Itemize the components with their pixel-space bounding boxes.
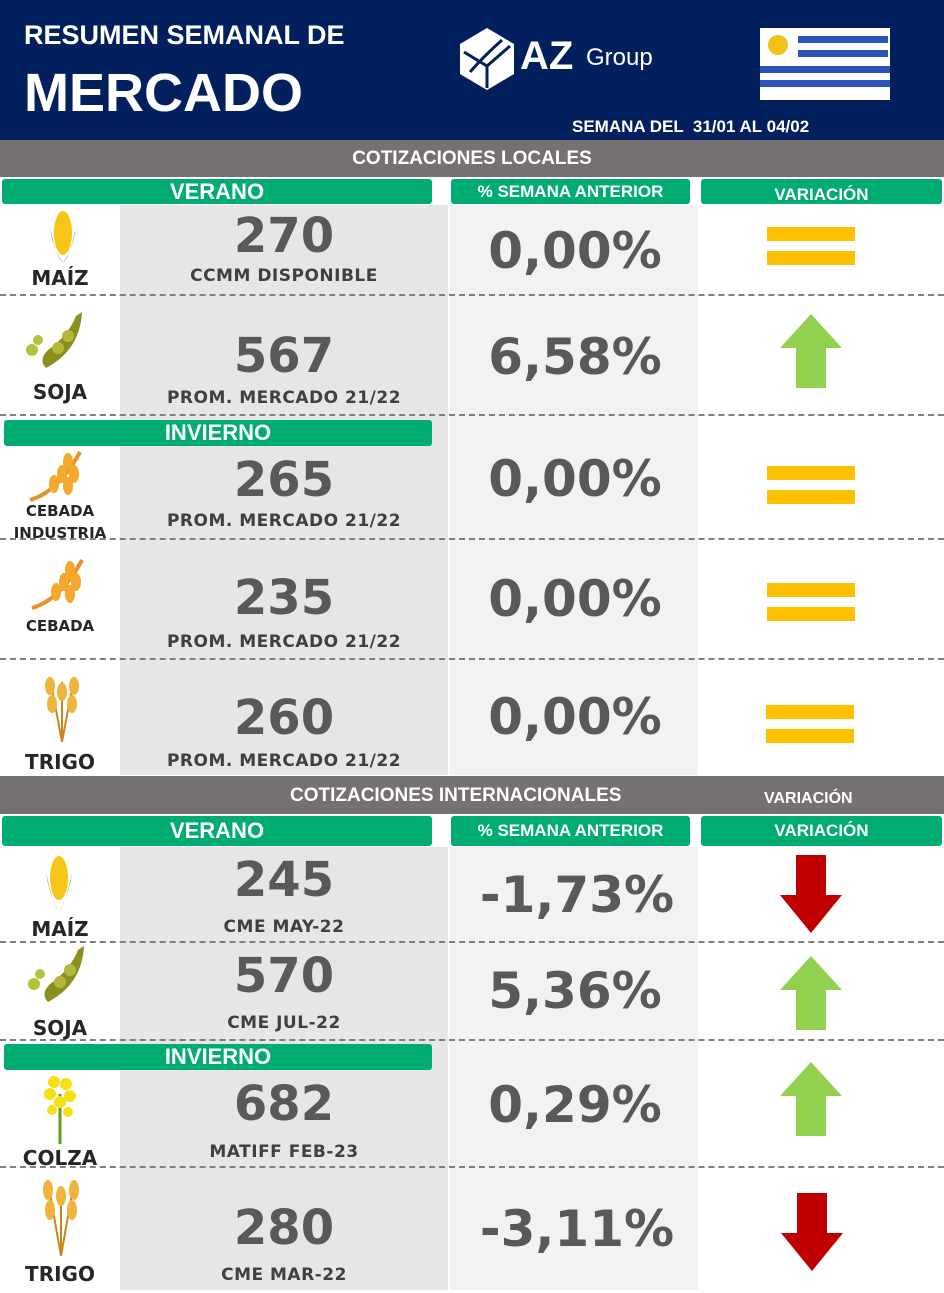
section-international-title: COTIZACIONES INTERNACIONALES VARIACIÓN: [0, 776, 944, 814]
pct-change: -3,11%: [479, 1200, 675, 1258]
pct-change: -1,73%: [479, 866, 675, 924]
row-divider: [0, 1166, 944, 1168]
row-divider: [0, 1039, 944, 1041]
pct-column: [450, 205, 698, 775]
row-divider: [0, 538, 944, 540]
row-divider: [0, 658, 944, 660]
pct-header: % SEMANA ANTERIOR: [451, 816, 690, 846]
az-logo-icon: [460, 28, 514, 90]
arrow-up-icon: [780, 956, 842, 1030]
price-value: 260: [233, 690, 335, 746]
corn-icon: [50, 211, 76, 263]
row-divider: [0, 414, 944, 416]
price-value: 567: [233, 328, 335, 384]
crop-label: TRIGO: [25, 750, 95, 774]
row-divider: [0, 941, 944, 943]
section-variation-label: VARIACIÓN: [764, 790, 853, 807]
soybean-icon: [26, 312, 82, 368]
price-value: 265: [233, 452, 335, 508]
pct-change: 0,00%: [488, 570, 662, 628]
title-line-2: MERCADO: [24, 63, 303, 123]
row-divider: [0, 294, 944, 296]
price-source: CME MAR-22: [221, 1265, 347, 1285]
wheat-icon: [45, 677, 79, 742]
arrow-up-icon: [780, 1062, 842, 1136]
pct-change: 0,00%: [488, 222, 662, 280]
logo-text: AZ: [520, 34, 574, 78]
crop-label: MAÍZ: [31, 266, 89, 290]
equal-icon: [766, 705, 854, 743]
value-column: [120, 205, 448, 775]
section-local-title: COTIZACIONES LOCALES: [0, 140, 944, 177]
arrow-down-icon: [780, 855, 842, 933]
barley-icon: [29, 451, 82, 502]
corn-icon: [46, 856, 72, 912]
arrow-down-icon: [781, 1193, 843, 1271]
title-line-1: RESUMEN SEMANAL DE: [24, 20, 345, 50]
price-value: 682: [233, 1076, 335, 1132]
price-source: CME JUL-22: [227, 1013, 341, 1033]
crop-label: COLZA: [22, 1146, 98, 1170]
crop-label: CEBADA: [25, 617, 95, 635]
verano-header: VERANO: [2, 179, 432, 204]
soybean-icon: [28, 946, 84, 1002]
price-source: CCMM DISPONIBLE: [190, 266, 378, 286]
price-value: 270: [233, 208, 335, 264]
rapeseed-icon: [44, 1076, 76, 1144]
uruguay-flag-icon: [760, 28, 890, 100]
pct-header: % SEMANA ANTERIOR: [451, 179, 690, 204]
price-source: CME MAY-22: [223, 917, 345, 937]
crop-label: SOJA: [32, 380, 88, 404]
equal-icon: [767, 227, 855, 265]
equal-icon: [767, 583, 855, 621]
barley-icon: [31, 559, 84, 610]
logo-group-text: Group: [586, 44, 653, 71]
crop-label: TRIGO: [25, 1262, 95, 1286]
variation-header: VARIACIÓN: [701, 816, 942, 846]
price-source: PROM. MERCADO 21/22: [166, 388, 402, 408]
variation-header: VARIACIÓN: [701, 179, 942, 204]
arrow-up-icon: [780, 314, 842, 388]
crop-label: SOJA: [32, 1016, 88, 1040]
verano-header: VERANO: [2, 816, 432, 846]
crop-label: CEBADA INDUSTRIA: [13, 502, 107, 542]
section-international-label: COTIZACIONES INTERNACIONALES: [290, 785, 622, 806]
price-value: 235: [233, 570, 335, 626]
crop-label: MAÍZ: [31, 917, 89, 941]
pct-change: 5,36%: [488, 962, 662, 1020]
price-source: MATIFF FEB-23: [209, 1142, 359, 1162]
price-value: 245: [233, 852, 335, 908]
pct-column: [450, 847, 698, 1290]
wheat-icon: [43, 1180, 79, 1256]
pct-change: 0,00%: [488, 450, 662, 508]
equal-icon: [767, 466, 855, 504]
week-range: SEMANA DEL 31/01 AL 04/02: [572, 117, 810, 136]
price-source: PROM. MERCADO 21/22: [166, 632, 402, 652]
price-source: PROM. MERCADO 21/22: [166, 511, 402, 531]
price-source: PROM. MERCADO 21/22: [166, 751, 402, 771]
invierno-header: INVIERNO: [4, 1044, 432, 1070]
pct-change: 0,00%: [488, 688, 662, 746]
price-value: 570: [233, 948, 335, 1004]
pct-change: 0,29%: [488, 1076, 662, 1134]
price-value: 280: [233, 1200, 335, 1256]
invierno-header: INVIERNO: [4, 420, 432, 446]
pct-change: 6,58%: [488, 328, 662, 386]
